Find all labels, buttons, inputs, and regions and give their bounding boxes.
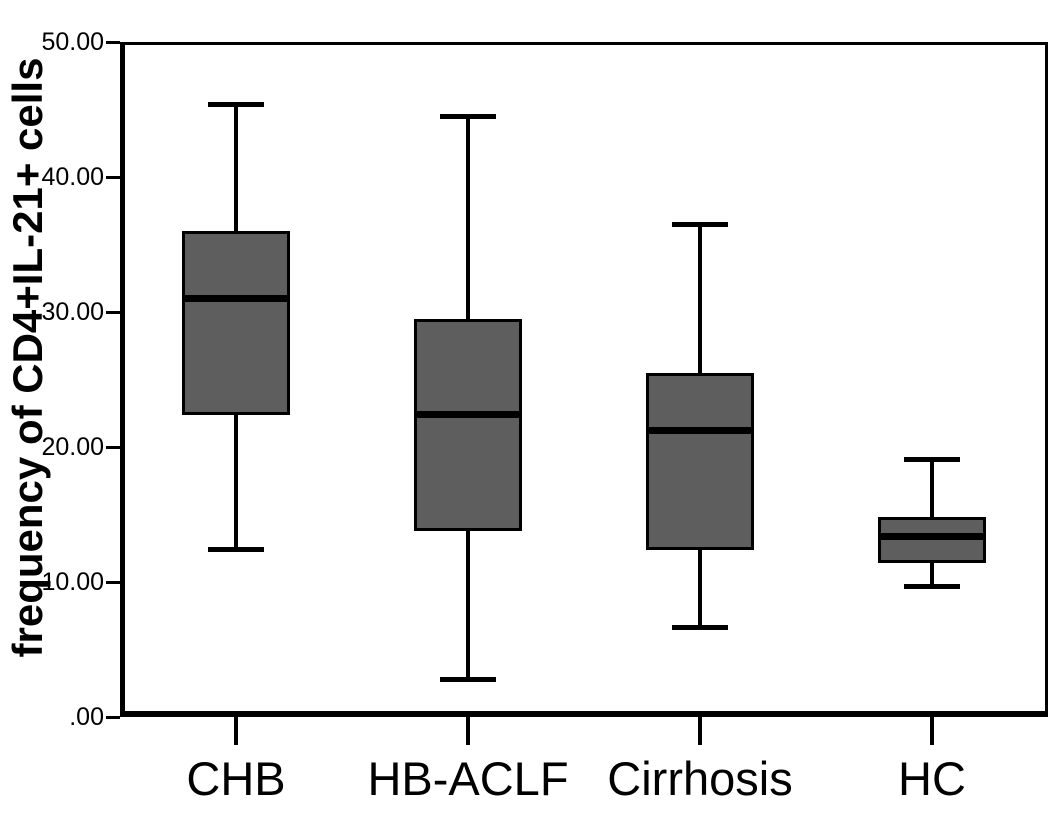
- whisker-cap-min: [904, 583, 960, 589]
- y-tick-mark: [106, 580, 120, 584]
- y-tick-label: 20.00: [41, 432, 104, 461]
- whisker-cap-max: [440, 113, 496, 119]
- boxplot-box: [414, 318, 522, 531]
- x-tick-mark: [930, 717, 934, 745]
- whisker-cap-min: [672, 625, 728, 631]
- y-tick-label: 30.00: [41, 297, 104, 326]
- x-tick-mark: [234, 717, 238, 745]
- x-category-label: CHB: [186, 752, 286, 805]
- y-tick-mark: [106, 40, 120, 44]
- y-tick-mark: [106, 310, 120, 314]
- x-category-label: HC: [898, 752, 966, 805]
- y-tick-mark: [106, 175, 120, 179]
- y-tick-label: 40.00: [41, 162, 104, 191]
- whisker-cap-max: [208, 101, 264, 107]
- y-tick-label: 50.00: [41, 27, 104, 56]
- whisker-cap-max: [904, 456, 960, 462]
- boxplot-box: [646, 372, 754, 550]
- boxplot-box: [878, 517, 986, 564]
- boxplot-median: [182, 295, 290, 302]
- x-category-label: Cirrhosis: [607, 752, 793, 805]
- boxplot-median: [646, 427, 754, 435]
- boxplot-box: [182, 231, 290, 415]
- y-tick-label: .00: [69, 702, 104, 731]
- y-tick-label: 10.00: [41, 567, 104, 596]
- y-tick-mark: [106, 715, 120, 719]
- x-tick-mark: [466, 717, 470, 745]
- boxplot-median: [414, 411, 522, 419]
- y-axis-title: frequency of CD4+IL-21+ cells: [4, 57, 51, 658]
- whisker-cap-min: [440, 676, 496, 682]
- y-tick-mark: [106, 445, 120, 449]
- whisker-cap-max: [672, 221, 728, 227]
- whisker-cap-min: [208, 547, 264, 553]
- boxplot-median: [878, 532, 986, 540]
- x-tick-mark: [698, 717, 702, 745]
- x-category-label: HB-ACLF: [367, 752, 569, 805]
